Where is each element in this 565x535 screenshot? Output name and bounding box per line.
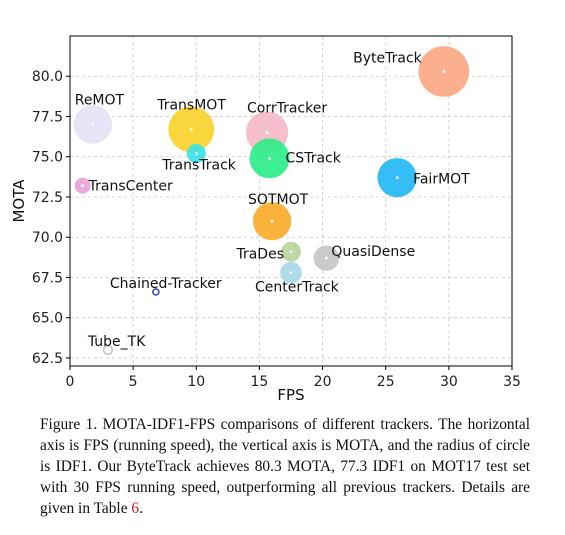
- point-center-quasidense: [324, 256, 328, 260]
- x-tick-label: 30: [440, 374, 458, 390]
- point-center-cstrack: [268, 156, 271, 160]
- label-bytetrack: ByteTrack: [353, 50, 423, 66]
- data-points: [73, 46, 470, 356]
- point-center-sotmot: [270, 219, 274, 223]
- label-sotmot: SOTMOT: [248, 192, 309, 208]
- y-tick-label: 80.0: [32, 69, 63, 85]
- y-axis-label: MOTA: [10, 179, 28, 223]
- point-center-trades: [289, 250, 293, 254]
- y-tick-label: 77.5: [32, 109, 63, 125]
- y-tick-label: 72.5: [32, 190, 63, 206]
- label-fairmot: FairMOT: [413, 172, 470, 188]
- point-center-centertrack: [289, 271, 293, 275]
- y-axis-ticks: 62.5 65.0 67.5 70.0 72.5 75.0 77.5 80.0: [32, 69, 70, 367]
- label-cstrack: CSTrack: [286, 150, 342, 166]
- x-tick-label: 35: [503, 374, 521, 390]
- x-tick-label: 0: [66, 374, 75, 390]
- label-corrtracker: CorrTracker: [247, 101, 327, 117]
- point-center-remot: [91, 123, 95, 126]
- point-tube-tk: [102, 344, 114, 356]
- point-labels: ByteTrack ReMOT TransMOT CorrTracker TransTr…: [75, 50, 470, 349]
- y-tick-label: 65.0: [32, 311, 63, 327]
- y-tick-label: 75.0: [32, 150, 63, 166]
- x-tick-label: 15: [251, 374, 269, 390]
- y-tick-label: 62.5: [32, 351, 63, 367]
- label-transtrack: TransTrack: [161, 158, 237, 174]
- point-center-bytetrack: [442, 70, 446, 73]
- y-tick-label: 67.5: [32, 270, 63, 286]
- point-center-transmot: [189, 127, 193, 131]
- x-tick-label: 10: [187, 374, 205, 390]
- point-center-fairmot: [395, 176, 399, 180]
- label-tube-tk: Tube_TK: [87, 334, 146, 350]
- caption-text: Figure 1. MOTA-IDF1-FPS comparisons of d…: [40, 416, 530, 517]
- x-tick-label: 25: [377, 374, 395, 390]
- x-axis-label: FPS: [277, 386, 304, 404]
- label-transcenter: TransCenter: [88, 179, 173, 195]
- figure-caption: Figure 1. MOTA-IDF1-FPS comparisons of d…: [40, 414, 530, 519]
- caption-table-ref: 6: [131, 500, 140, 517]
- x-axis-ticks: 0 5 10 15 20 25 30 35: [66, 366, 521, 390]
- point-center-transcenter: [81, 184, 85, 188]
- chart: ByteTrack ReMOT TransMOT CorrTracker TransTr…: [10, 35, 521, 404]
- plot-frame: [69, 35, 513, 367]
- label-quasidense: QuasiDense: [331, 244, 415, 260]
- point-center-transtrack: [194, 152, 198, 155]
- point-chained-tracker: [152, 288, 160, 296]
- label-centertrack: CenterTrack: [255, 280, 340, 296]
- label-remot: ReMOT: [75, 93, 125, 109]
- label-transmot: TransMOT: [156, 97, 226, 113]
- label-chained-tracker: Chained-Tracker: [110, 276, 222, 292]
- y-tick-label: 70.0: [32, 230, 63, 246]
- caption-end: .: [139, 500, 143, 517]
- x-tick-label: 20: [314, 374, 332, 390]
- x-tick-label: 5: [129, 374, 138, 390]
- label-trades: TraDes: [235, 247, 284, 263]
- point-center-corrtracker: [265, 131, 269, 134]
